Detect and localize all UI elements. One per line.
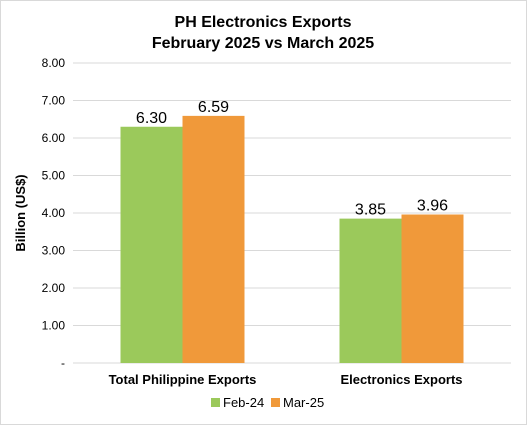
y-tick-label: 5.00 — [42, 169, 66, 183]
x-category-label: Total Philippine Exports — [109, 372, 257, 387]
data-label: 6.59 — [198, 99, 229, 116]
chart-subtitle: February 2025 vs March 2025 — [152, 35, 374, 52]
legend: Feb-24 Mar-25 — [211, 395, 324, 410]
legend-swatch — [211, 398, 220, 407]
bars — [120, 115, 464, 363]
bar — [120, 126, 183, 363]
y-tick-label: 8.00 — [42, 56, 66, 70]
bar — [401, 214, 464, 363]
data-label: 6.30 — [136, 110, 167, 127]
legend-swatch — [271, 398, 280, 407]
legend-label: Mar-25 — [283, 395, 324, 410]
chart-title: PH Electronics Exports — [175, 14, 352, 31]
y-axis-label: Billion (US$) — [13, 174, 28, 251]
bar — [182, 115, 245, 363]
x-axis-categories: Total Philippine Exports Electronics Expo… — [109, 372, 463, 387]
y-tick-label: 1.00 — [42, 319, 66, 333]
data-label: 3.85 — [355, 202, 386, 219]
y-tick-label: 4.00 — [42, 206, 66, 220]
y-tick-label: 3.00 — [42, 244, 66, 258]
y-tick-label: 6.00 — [42, 131, 66, 145]
y-tick-label: 2.00 — [42, 281, 66, 295]
legend-label: Feb-24 — [223, 395, 264, 410]
y-tick-label: 7.00 — [42, 94, 66, 108]
bar — [339, 218, 402, 363]
x-category-label: Electronics Exports — [340, 372, 462, 387]
y-tick-label: - — [61, 356, 65, 370]
y-axis-ticks: - 1.00 2.00 3.00 4.00 5.00 6.00 7.00 8.00 — [42, 56, 66, 370]
data-labels: 6.30 6.59 3.85 3.96 — [136, 99, 448, 219]
data-label: 3.96 — [417, 198, 448, 215]
